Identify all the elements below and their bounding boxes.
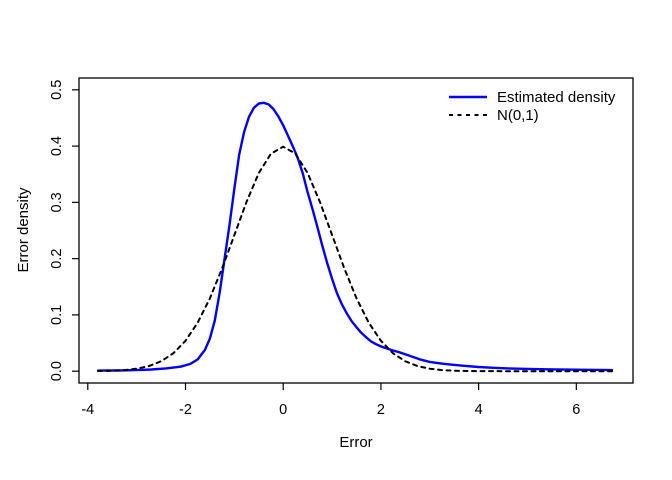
- normal-reference-curve: [97, 145, 613, 373]
- y-tick-label: 0.0: [49, 361, 65, 381]
- legend: Estimated density N(0,1): [449, 89, 616, 124]
- legend-label-estimated-density: Estimated density: [497, 89, 616, 106]
- y-axis-title: Error density: [15, 187, 32, 273]
- x-tick-label: -2: [179, 402, 192, 418]
- x-tick-label: 2: [377, 402, 385, 418]
- x-tick-label: -4: [81, 402, 94, 418]
- legend-label-normal: N(0,1): [497, 107, 539, 124]
- y-tick-label: 0.1: [49, 305, 65, 325]
- y-tick-label: 0.4: [49, 136, 65, 156]
- x-tick-label: 0: [279, 402, 287, 418]
- estimated-density-curve: [96, 101, 614, 372]
- y-tick-label: 0.5: [49, 80, 65, 100]
- x-tick-label: 4: [475, 402, 483, 418]
- y-tick-label: 0.3: [49, 192, 65, 212]
- y-tick-label: 0.2: [49, 249, 65, 269]
- plot-content: -4 -2 0 2 4 6 0.0 0.1 0.2 0.3 0.4 0.5: [49, 80, 614, 418]
- x-tick-label: 6: [572, 402, 580, 418]
- x-axis-title: Error: [339, 434, 372, 451]
- plot-box: [78, 77, 634, 384]
